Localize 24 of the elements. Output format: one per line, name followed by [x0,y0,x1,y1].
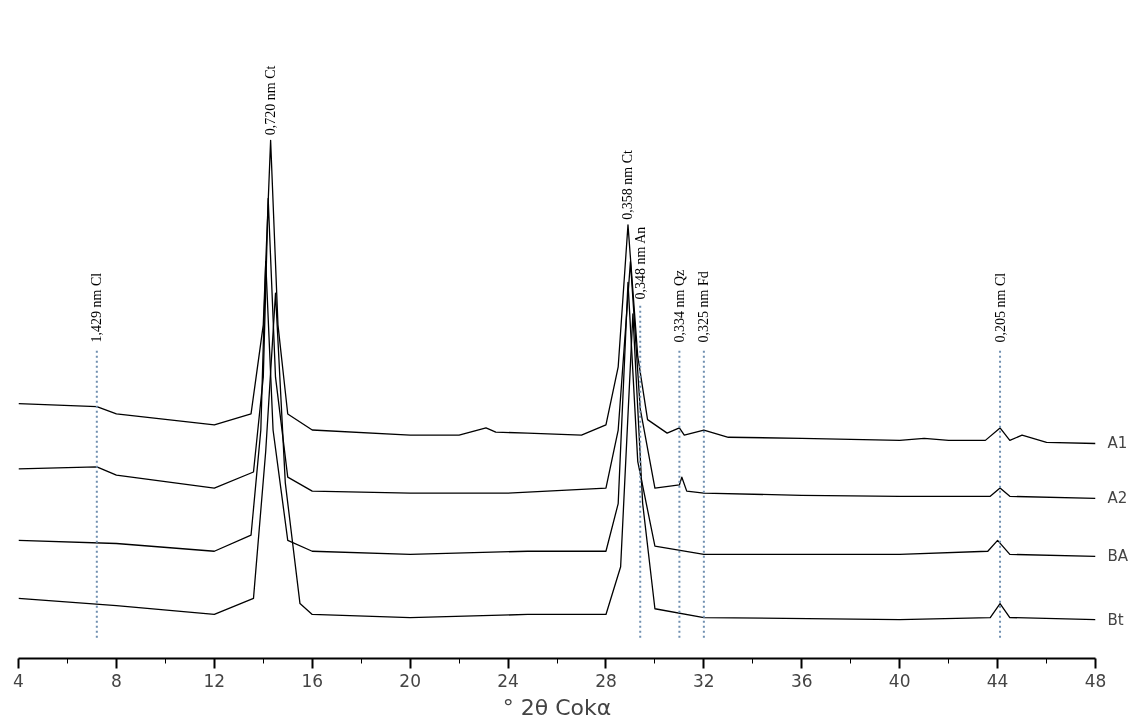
ref-line-label: 1,429 nm Cl [89,272,105,343]
x-tick-label: 20 [399,670,421,691]
ref-line-label: 0,205 nm Cl [992,272,1008,343]
x-tick-label: 40 [888,670,911,691]
ref-line-label: 0,325 nm Fd [696,271,712,343]
x-tick-label: 8 [111,670,122,691]
x-tick-label: 32 [693,670,715,691]
x-tick-label: 4 [13,670,24,691]
x-tick-label: 48 [1084,670,1107,691]
x-tick-label: 12 [203,670,226,691]
series-label: A1 [1107,434,1128,453]
series-label: Bt [1107,610,1124,629]
series-label: A2 [1107,489,1128,508]
series-label: BA [1107,547,1129,566]
ref-line-label: 0,348 nm An [632,226,648,300]
x-tick-label: 24 [497,670,519,691]
ref-line-label: 0,334 nm Qz [671,269,687,343]
x-tick-label: 44 [986,670,1009,691]
annotation: 0,720 nm Ct [263,65,279,136]
x-axis-title: ° 2θ Cokα [502,694,612,720]
x-tick-label: 16 [301,670,324,691]
annotation: 0,358 nm Ct [620,149,636,220]
x-tick-label: 28 [595,670,617,691]
x-tick-label: 36 [790,670,813,691]
